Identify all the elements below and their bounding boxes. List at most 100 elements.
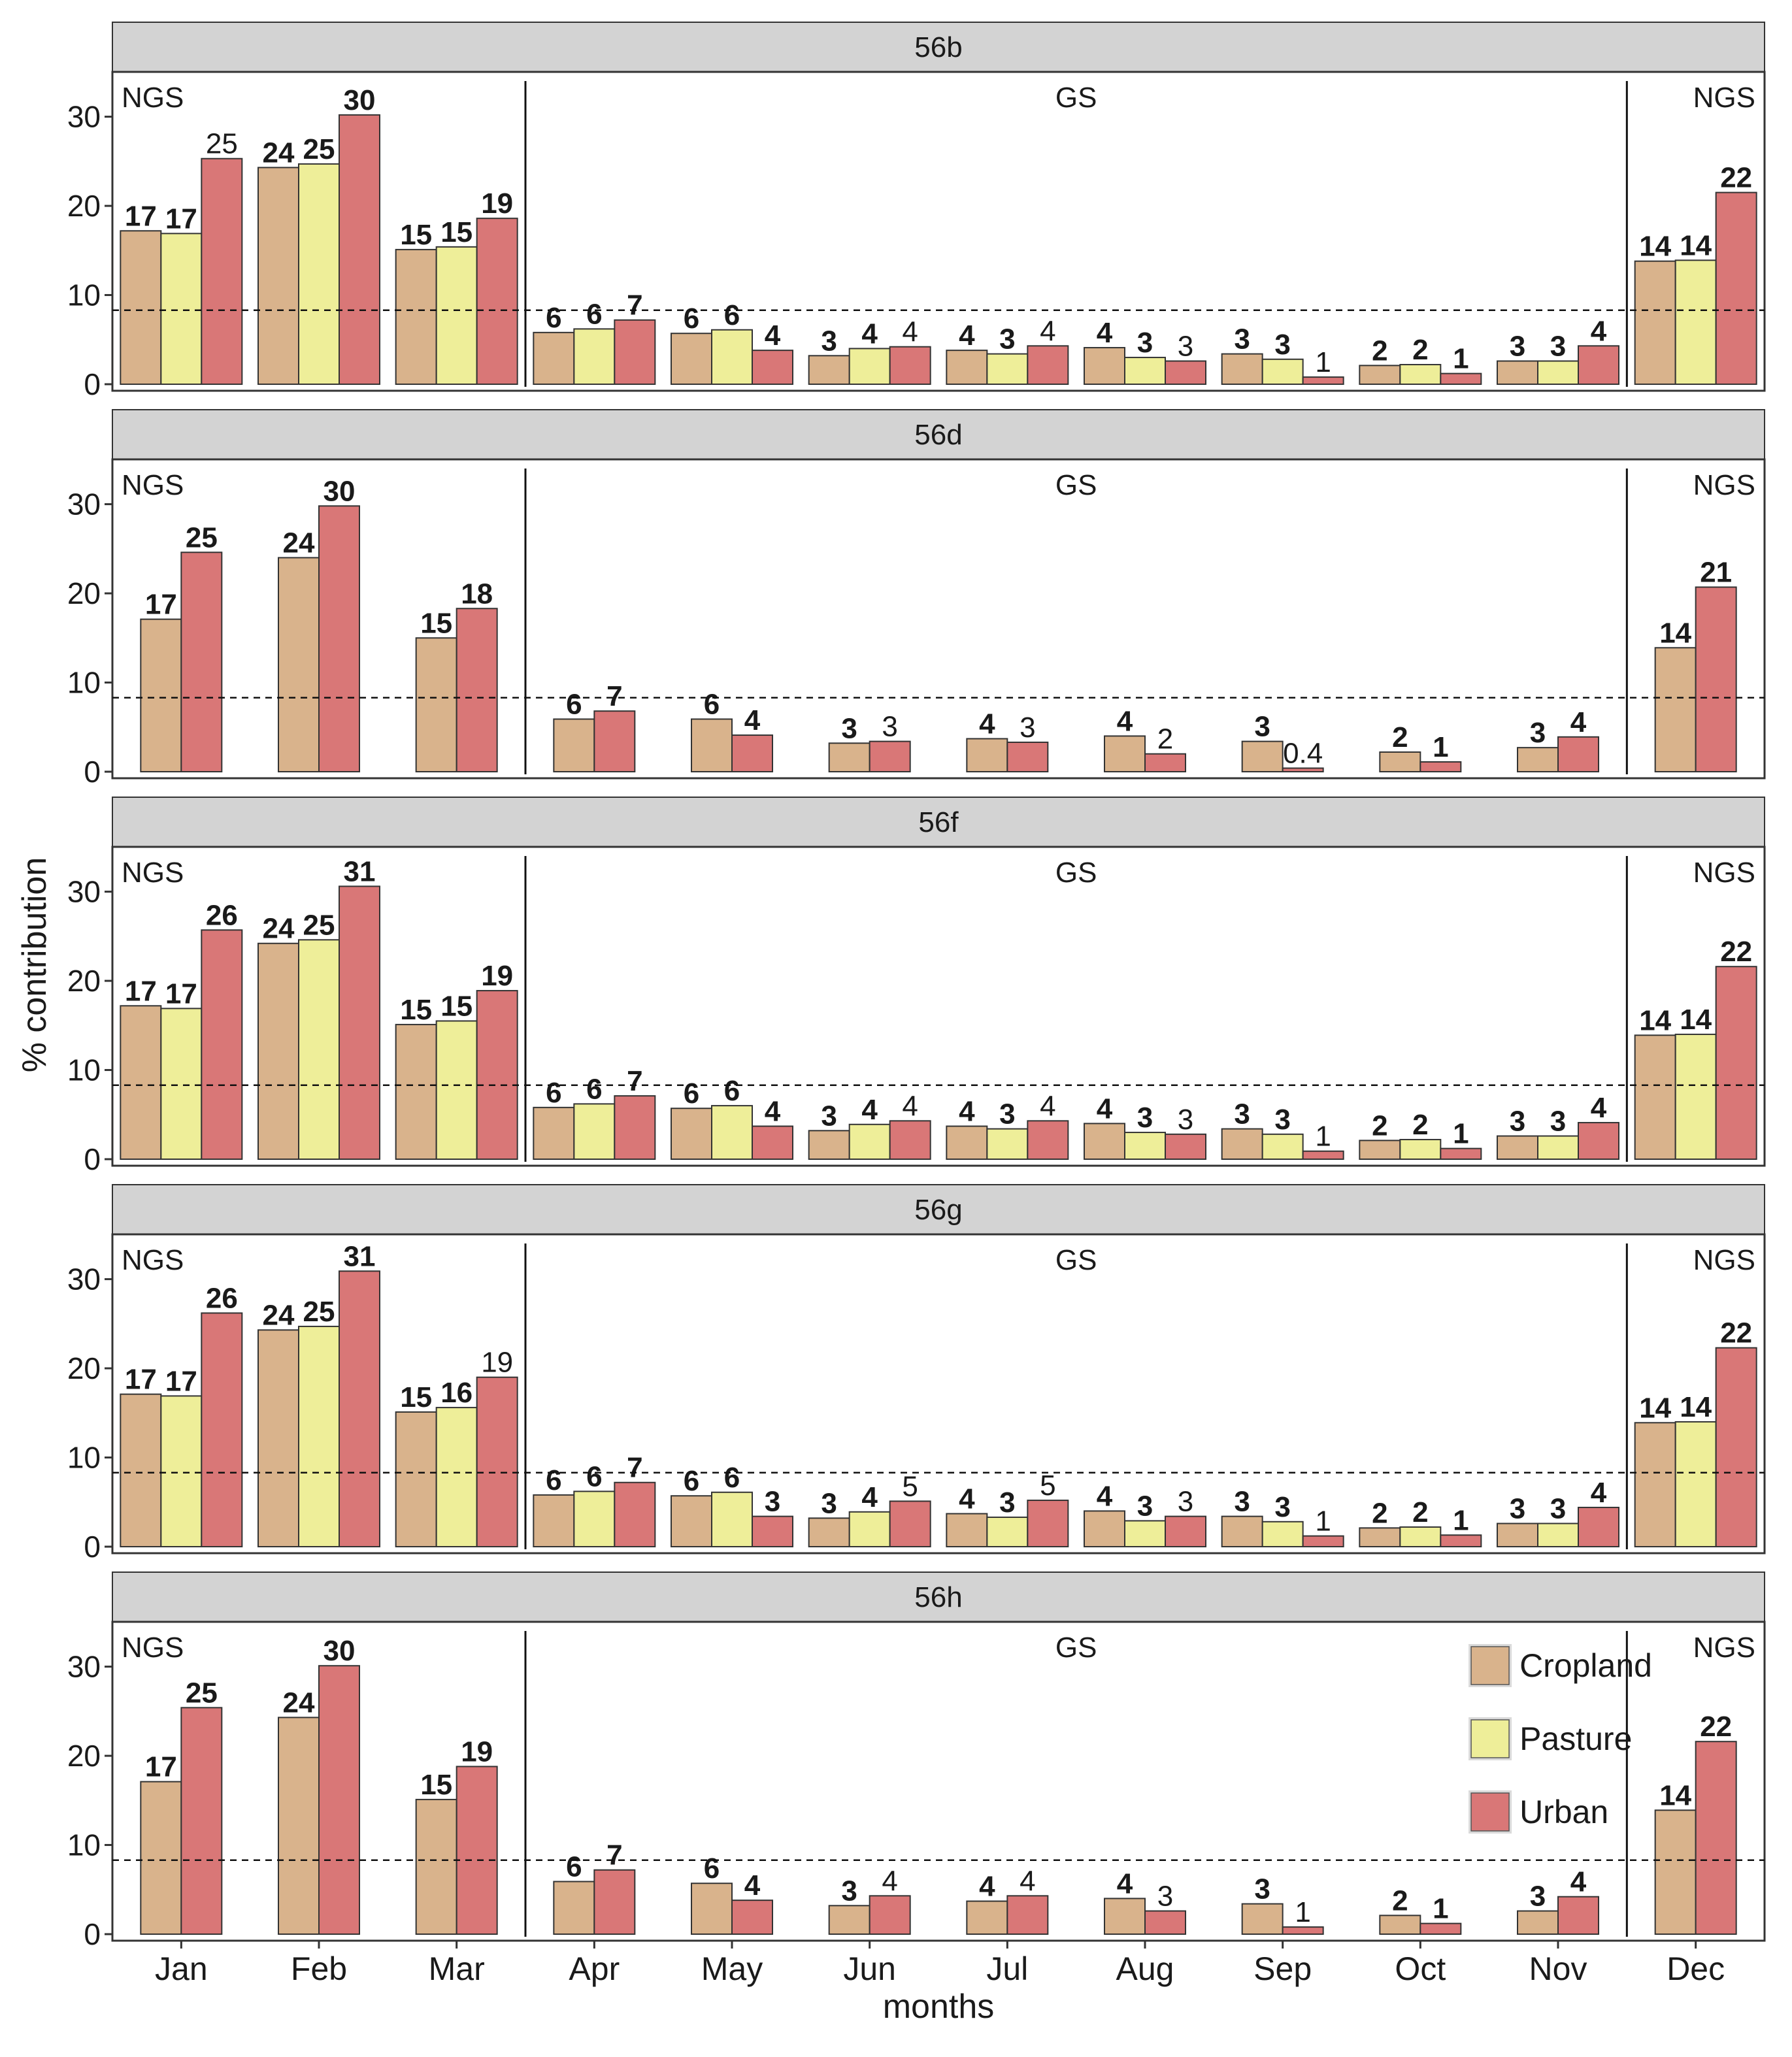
bar-label-56f-Aug-urban: 3 <box>1178 1104 1193 1136</box>
bar-56g-May-urban <box>752 1515 793 1548</box>
bar-56g-Jul-urban <box>1027 1500 1069 1548</box>
bar-56b-Jan-cropland <box>120 230 162 386</box>
bar-label-56g-Nov-pasture: 3 <box>1550 1493 1566 1525</box>
y-tick-label-56g-30: 30 <box>67 1262 101 1296</box>
bar-label-56d-Jan-urban: 25 <box>186 521 218 553</box>
y-tick-label-56f-10: 10 <box>67 1053 101 1087</box>
bar-56g-Apr-urban <box>614 1481 656 1548</box>
bar-label-56d-Sep-cropland: 3 <box>1254 711 1270 743</box>
bar-label-56h-May-urban: 4 <box>744 1869 761 1901</box>
bar-56b-Mar-cropland <box>395 248 437 385</box>
bar-56h-Mar-cropland <box>415 1798 457 1935</box>
bar-56b-Apr-urban <box>614 319 656 386</box>
bar-label-56b-Mar-pasture: 15 <box>440 216 473 248</box>
bar-56g-Dec-cropland <box>1634 1422 1676 1548</box>
bar-label-56g-Feb-urban: 31 <box>344 1240 376 1272</box>
bar-56g-May-pasture <box>711 1491 753 1547</box>
bar-label-56d-Dec-cropland: 14 <box>1659 617 1691 649</box>
bar-label-56g-Sep-cropland: 3 <box>1234 1486 1250 1518</box>
y-tick-label-56f-20: 20 <box>67 964 101 998</box>
bar-56f-Jan-cropland <box>120 1005 162 1160</box>
bar-label-56b-Feb-pasture: 25 <box>303 133 335 165</box>
bar-56b-Jul-cropland <box>946 350 988 385</box>
bar-label-56g-Oct-cropland: 2 <box>1372 1497 1387 1529</box>
bar-label-56b-Oct-urban: 1 <box>1453 343 1468 375</box>
bar-56d-Aug-urban <box>1144 753 1186 773</box>
bar-label-56g-Aug-cropland: 4 <box>1097 1480 1113 1512</box>
bar-56h-May-cropland <box>691 1883 733 1935</box>
bar-56g-Mar-urban <box>476 1376 518 1547</box>
region-label-right-56b: NGS <box>1693 82 1755 114</box>
bar-56b-May-pasture <box>711 329 753 385</box>
bar-label-56h-Jun-urban: 4 <box>882 1865 897 1897</box>
bar-label-56b-Apr-urban: 7 <box>627 289 642 321</box>
bar-label-56h-Feb-urban: 30 <box>324 1635 356 1667</box>
bar-56d-Jan-urban <box>180 551 223 772</box>
bar-56b-Feb-cropland <box>257 167 299 385</box>
bar-56h-Apr-urban <box>593 1869 636 1935</box>
bar-56b-Jun-urban <box>889 346 931 386</box>
region-label-right-56d: NGS <box>1693 469 1755 501</box>
bar-label-56f-Aug-cropland: 4 <box>1097 1093 1113 1125</box>
bar-label-56d-Aug-urban: 2 <box>1157 723 1173 755</box>
bar-label-56b-Sep-urban: 1 <box>1315 346 1331 378</box>
bar-label-56b-Nov-urban: 4 <box>1591 315 1607 347</box>
bar-56h-Nov-cropland <box>1517 1910 1559 1935</box>
region-label-center-56g: GS <box>1055 1244 1097 1276</box>
bar-56d-May-urban <box>731 734 773 773</box>
bar-56h-Jul-cropland <box>966 1900 1008 1935</box>
bar-label-56f-May-urban: 4 <box>765 1096 781 1128</box>
bar-label-56h-Jul-cropland: 4 <box>979 1871 995 1903</box>
bar-label-56g-Sep-urban: 1 <box>1315 1506 1331 1538</box>
bar-56g-Apr-cropland <box>533 1494 575 1548</box>
bar-56h-Sep-cropland <box>1241 1903 1284 1935</box>
bar-56g-Dec-urban <box>1715 1347 1757 1548</box>
y-tick-label-56b-20: 20 <box>67 189 101 223</box>
bar-label-56h-Dec-cropland: 14 <box>1659 1779 1691 1811</box>
x-tick-label-May: May <box>701 1950 763 1987</box>
bar-56b-Dec-pasture <box>1674 259 1717 385</box>
bar-56g-Mar-cropland <box>395 1411 437 1548</box>
bar-label-56f-Jul-pasture: 3 <box>999 1098 1015 1130</box>
bar-label-56f-Nov-urban: 4 <box>1591 1092 1607 1124</box>
bar-label-56h-Oct-cropland: 2 <box>1392 1884 1408 1917</box>
bar-label-56g-Mar-urban: 19 <box>481 1347 513 1379</box>
bar-56b-Jun-pasture <box>848 348 891 385</box>
bar-56g-May-cropland <box>671 1495 712 1547</box>
bar-56d-Nov-cropland <box>1517 747 1559 773</box>
bar-56b-Mar-urban <box>476 218 518 385</box>
bar-label-56g-Sep-pasture: 3 <box>1274 1491 1290 1523</box>
bar-label-56b-Mar-urban: 19 <box>481 188 513 220</box>
bar-label-56f-Apr-urban: 7 <box>627 1065 642 1097</box>
bar-56f-Aug-cropland <box>1084 1123 1125 1160</box>
bar-label-56b-Jan-urban: 25 <box>206 128 238 160</box>
bar-56d-Feb-urban <box>318 505 360 772</box>
panel-strip-56d <box>112 409 1765 460</box>
bar-56h-Jun-cropland <box>828 1905 871 1935</box>
bar-56f-May-pasture <box>711 1105 753 1160</box>
bar-56d-Jul-cropland <box>966 738 1008 772</box>
bar-label-56d-Mar-urban: 18 <box>461 578 493 610</box>
bar-56b-Aug-urban <box>1165 360 1206 385</box>
bar-56f-Dec-urban <box>1715 966 1757 1160</box>
bar-label-56f-May-cropland: 6 <box>684 1078 699 1110</box>
bar-label-56h-Oct-urban: 1 <box>1433 1893 1448 1925</box>
bar-56h-Apr-cropland <box>553 1881 595 1935</box>
bar-56g-Oct-cropland <box>1359 1527 1401 1547</box>
bar-label-56f-Aug-pasture: 3 <box>1137 1102 1153 1134</box>
bar-56b-May-urban <box>752 350 793 385</box>
bar-56g-Sep-cropland <box>1221 1515 1263 1548</box>
bar-56b-Oct-cropland <box>1359 365 1401 386</box>
y-tick-label-56g-0: 0 <box>84 1530 101 1564</box>
bar-label-56f-Jul-cropland: 4 <box>959 1096 975 1128</box>
bar-56g-Feb-urban <box>339 1270 380 1548</box>
bar-56b-Jun-cropland <box>808 355 850 385</box>
bar-56f-Jul-pasture <box>986 1128 1029 1160</box>
bar-label-56b-Aug-urban: 3 <box>1178 331 1193 363</box>
bar-label-56g-Aug-pasture: 3 <box>1137 1490 1153 1522</box>
x-tick-label-Feb: Feb <box>291 1950 347 1987</box>
bar-56f-Mar-pasture <box>435 1020 478 1160</box>
y-tick-label-56d-10: 10 <box>67 666 101 700</box>
bar-56f-Jun-urban <box>889 1120 931 1160</box>
bar-56d-Jun-urban <box>869 740 911 772</box>
